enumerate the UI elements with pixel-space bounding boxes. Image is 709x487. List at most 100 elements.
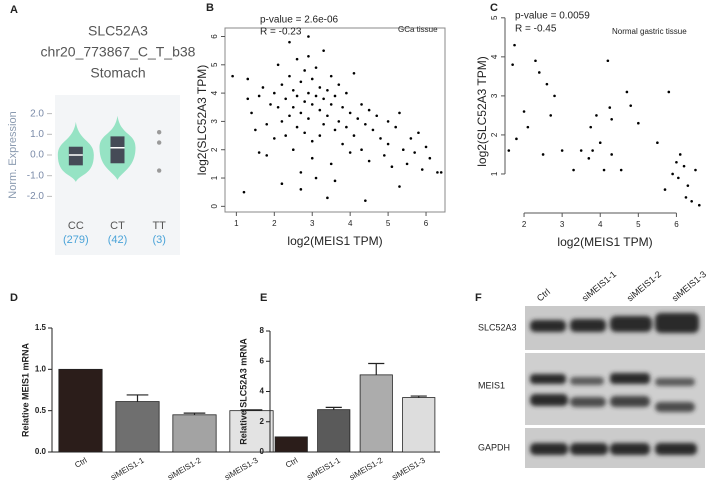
point (424, 145, 428, 149)
y-tick-label: 2 (260, 417, 265, 426)
annotation: GCa tissue (398, 25, 438, 34)
point (386, 142, 390, 146)
point (299, 171, 303, 174)
count-label: (42) (108, 234, 128, 246)
point (579, 149, 583, 152)
y-tick-label: 2 (210, 147, 219, 152)
x-tick-label: 4 (348, 219, 353, 228)
y-tick-label: 5 (210, 62, 219, 67)
y-tick-label: 6 (210, 34, 219, 39)
chart-title: SLC52A3 (88, 23, 148, 39)
x-tick-label: 3 (560, 220, 565, 229)
point (254, 128, 257, 132)
point (231, 74, 234, 78)
box (68, 146, 83, 166)
point (608, 106, 612, 109)
annotation: p-value = 2.6e-06 (260, 15, 339, 26)
band (530, 374, 566, 384)
point (364, 122, 367, 126)
bar (359, 374, 393, 453)
lane-label: siMEIS1-1 (580, 269, 618, 303)
point (682, 164, 686, 168)
point (697, 203, 701, 207)
x-tick-label: CC (68, 220, 84, 232)
y-axis-label: Relative MEIS1 mRNA (20, 342, 30, 437)
point (667, 90, 671, 94)
panel-label: E (260, 292, 267, 304)
point (522, 110, 526, 113)
point (156, 130, 162, 135)
point (276, 105, 280, 109)
point (511, 63, 514, 66)
annotation: p-value = 0.0059 (515, 11, 590, 22)
lane-label: siMEIS1-3 (670, 269, 708, 303)
point (352, 134, 356, 137)
y-tick-label: 0.0 (30, 150, 44, 161)
point (663, 188, 667, 191)
blot-membrane (525, 353, 705, 425)
y-tick-label: 5 (490, 15, 499, 20)
point (310, 156, 314, 160)
point (318, 134, 322, 137)
point (257, 94, 261, 98)
point (439, 171, 443, 174)
x-tick-label: 4 (598, 220, 603, 229)
band (530, 394, 568, 406)
point (295, 57, 299, 61)
point (375, 114, 379, 118)
x-tick-label: 2 (272, 219, 277, 228)
point (629, 104, 633, 107)
point (619, 168, 623, 172)
x-tick-label: TT (152, 220, 166, 232)
point (337, 83, 341, 86)
point (386, 120, 390, 123)
point (371, 128, 375, 132)
point (329, 103, 333, 106)
point (273, 91, 276, 95)
annotation: Normal gastric tissue (612, 27, 687, 36)
box (110, 136, 125, 164)
point (326, 196, 329, 200)
point (394, 125, 397, 129)
point (280, 83, 284, 86)
y-tick-label: 0 (260, 447, 265, 456)
point (307, 91, 310, 95)
point (269, 103, 272, 106)
point (360, 148, 363, 152)
x-tick-label: 6 (424, 219, 429, 228)
point (610, 153, 613, 156)
panel-label: C (490, 2, 498, 14)
point (379, 137, 382, 140)
point (541, 153, 545, 156)
point (656, 141, 659, 145)
x-tick-label: 6 (674, 220, 679, 229)
point (322, 97, 325, 101)
point (299, 111, 303, 115)
point (515, 137, 518, 141)
point (383, 154, 386, 157)
y-tick-label: 0.5 (35, 406, 47, 415)
bar (317, 409, 351, 453)
bar (402, 397, 436, 453)
point (341, 105, 344, 109)
x-tick-label: 5 (636, 220, 641, 229)
point (265, 154, 269, 157)
y-tick-label: 6 (260, 356, 265, 365)
band (570, 443, 608, 455)
band (610, 373, 650, 384)
point (246, 77, 250, 81)
y-tick-label: 3 (210, 119, 219, 124)
band (610, 443, 650, 455)
annotation: R = -0.45 (515, 24, 557, 35)
point (602, 168, 606, 172)
band (570, 319, 606, 332)
point (690, 199, 693, 203)
point (333, 94, 337, 98)
row-label: GAPDH (478, 442, 510, 452)
point (288, 74, 291, 78)
point (337, 120, 341, 123)
point (686, 184, 690, 187)
x-tick-label: CT (110, 220, 125, 232)
band (655, 313, 699, 333)
y-tick-label: -2.0 (27, 191, 45, 202)
